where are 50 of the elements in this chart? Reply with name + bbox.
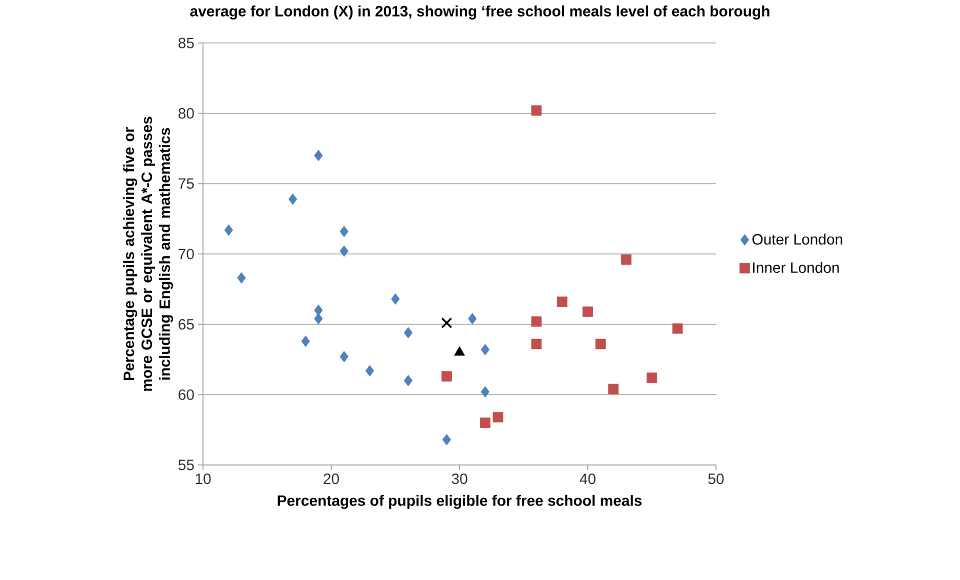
point bbox=[340, 245, 348, 257]
point bbox=[608, 384, 619, 394]
point bbox=[365, 365, 374, 376]
y-tick-label: 80 bbox=[178, 108, 194, 119]
chart-title: average for London (X) in 2013, showing ‘free school meals level of each borough bbox=[190, 6, 770, 20]
point bbox=[314, 304, 323, 316]
y-tick-label: 70 bbox=[178, 248, 194, 260]
x-tick-label: 10 bbox=[196, 474, 211, 484]
point bbox=[480, 386, 490, 398]
point bbox=[441, 317, 452, 328]
point bbox=[441, 371, 452, 382]
y-tick-label: 55 bbox=[178, 460, 194, 470]
point bbox=[391, 293, 400, 305]
x-tick-label: 20 bbox=[324, 474, 339, 484]
y-tick-label: 60 bbox=[178, 389, 194, 400]
x-axis-title: Percentages of pupils eligible for free school meals bbox=[278, 494, 642, 509]
point bbox=[340, 226, 348, 238]
legend-label: Outer London bbox=[752, 234, 842, 245]
point bbox=[314, 312, 323, 324]
x-tick-label: 30 bbox=[452, 474, 468, 484]
point bbox=[531, 316, 542, 327]
y-tick-label: 75 bbox=[178, 178, 194, 189]
x-tick-label: 50 bbox=[708, 474, 724, 484]
point bbox=[454, 346, 465, 356]
point bbox=[404, 327, 413, 338]
point bbox=[340, 350, 348, 362]
point bbox=[531, 338, 542, 350]
y-tick-label: 85 bbox=[178, 38, 194, 48]
point bbox=[595, 338, 606, 350]
point bbox=[531, 105, 542, 116]
x-tick-label: 40 bbox=[580, 474, 596, 484]
point bbox=[288, 193, 298, 205]
point bbox=[646, 372, 658, 383]
point bbox=[301, 335, 310, 347]
point bbox=[672, 323, 683, 334]
point bbox=[621, 254, 632, 265]
point bbox=[480, 344, 490, 356]
point bbox=[468, 312, 477, 324]
y-axis-title: Percentage pupils achieving five or more GCSE or equivalent A*-C passes including English and mathematics bbox=[123, 116, 174, 391]
point bbox=[404, 374, 413, 386]
point bbox=[556, 296, 568, 308]
point bbox=[442, 434, 452, 446]
point bbox=[314, 150, 323, 162]
legend-label: Inner London bbox=[753, 262, 839, 273]
point bbox=[224, 224, 233, 236]
point bbox=[480, 418, 490, 428]
y-tick-label: 65 bbox=[178, 319, 194, 330]
point bbox=[582, 306, 593, 317]
point bbox=[492, 412, 504, 422]
point bbox=[237, 272, 246, 284]
